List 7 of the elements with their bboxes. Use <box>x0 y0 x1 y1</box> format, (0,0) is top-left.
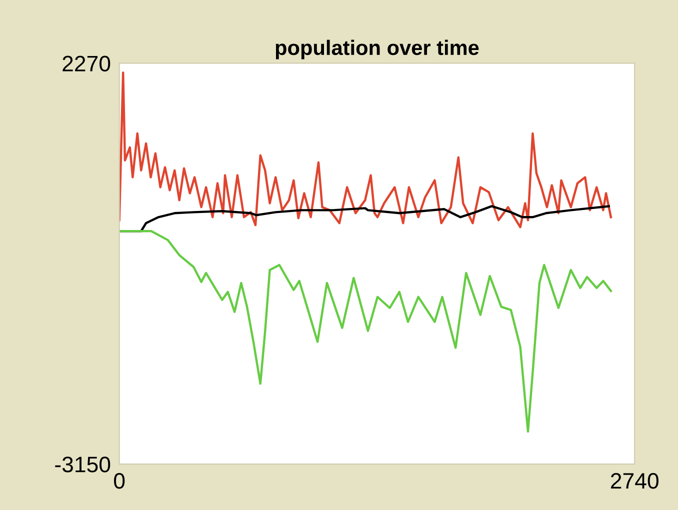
line-series <box>119 230 612 433</box>
x-tick-label: 0 <box>114 473 125 489</box>
y-tick-label: -3150 <box>55 456 110 472</box>
y-tick-label: 2270 <box>62 56 110 72</box>
x-tick-label: 2740 <box>611 473 658 489</box>
chart-title: population over time <box>276 40 479 60</box>
line-series <box>119 72 612 228</box>
